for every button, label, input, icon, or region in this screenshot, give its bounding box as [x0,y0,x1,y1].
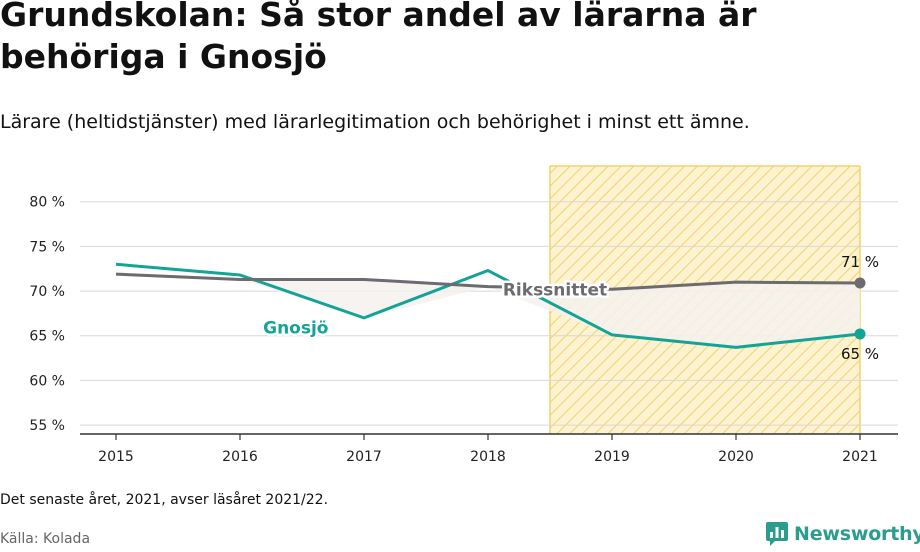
y-tick-label: 75 % [29,239,65,255]
x-tick-label: 2021 [842,449,878,465]
series-label-riket-halo: Rikssnittet [503,280,607,300]
brand-name: Newsworthy [794,523,920,545]
series-line-riket [115,272,861,291]
end-label-gnosjo: 65 % [841,345,879,363]
source-text: Källa: Kolada [0,531,91,547]
chart-subtitle: Lärare (heltidstjänster) med lärarlegiti… [0,111,750,133]
gap-area [116,274,860,348]
y-tick-label: 60 % [29,373,65,389]
gap-fill [116,274,860,348]
y-tick-label: 65 % [29,329,65,345]
newsworthy-logo: Newsworthy [766,520,920,548]
y-tick-label: 70 % [29,284,65,300]
series-line-gnosjo [115,262,861,349]
end-label-riket: 71 % [841,253,879,271]
footnote: Det senaste året, 2021, avser läsåret 20… [0,492,329,508]
axes [80,433,898,440]
series-label-riket: Rikssnittet [503,280,607,300]
x-tick-label: 2015 [98,449,134,465]
series-lines [115,262,866,349]
x-tick-label: 2018 [470,449,506,465]
x-tick-label: 2017 [346,449,382,465]
end-point-riket [854,277,866,289]
chart-title: Grundskolan: Så stor andel av lärarna är… [0,0,757,76]
line-chart: 55 % 60 % 65 % 70 % 75 % 80 % 2015 2016 2017 2018… [29,165,898,465]
end-point-gnosjo [854,328,866,340]
x-tick-label: 2016 [222,449,258,465]
y-tick-label: 55 % [29,418,65,434]
x-tick-label: 2019 [594,449,630,465]
newsworthy-chart-icon [766,522,788,546]
series-label-gnosjo-halo: Gnosjö [263,319,328,339]
x-tick-label: 2020 [718,449,754,465]
series-label-gnosjo: Gnosjö [263,319,328,339]
y-tick-label: 80 % [29,195,65,211]
labels: 55 % 60 % 65 % 70 % 75 % 80 % 2015 2016 2017 2018… [29,195,879,465]
